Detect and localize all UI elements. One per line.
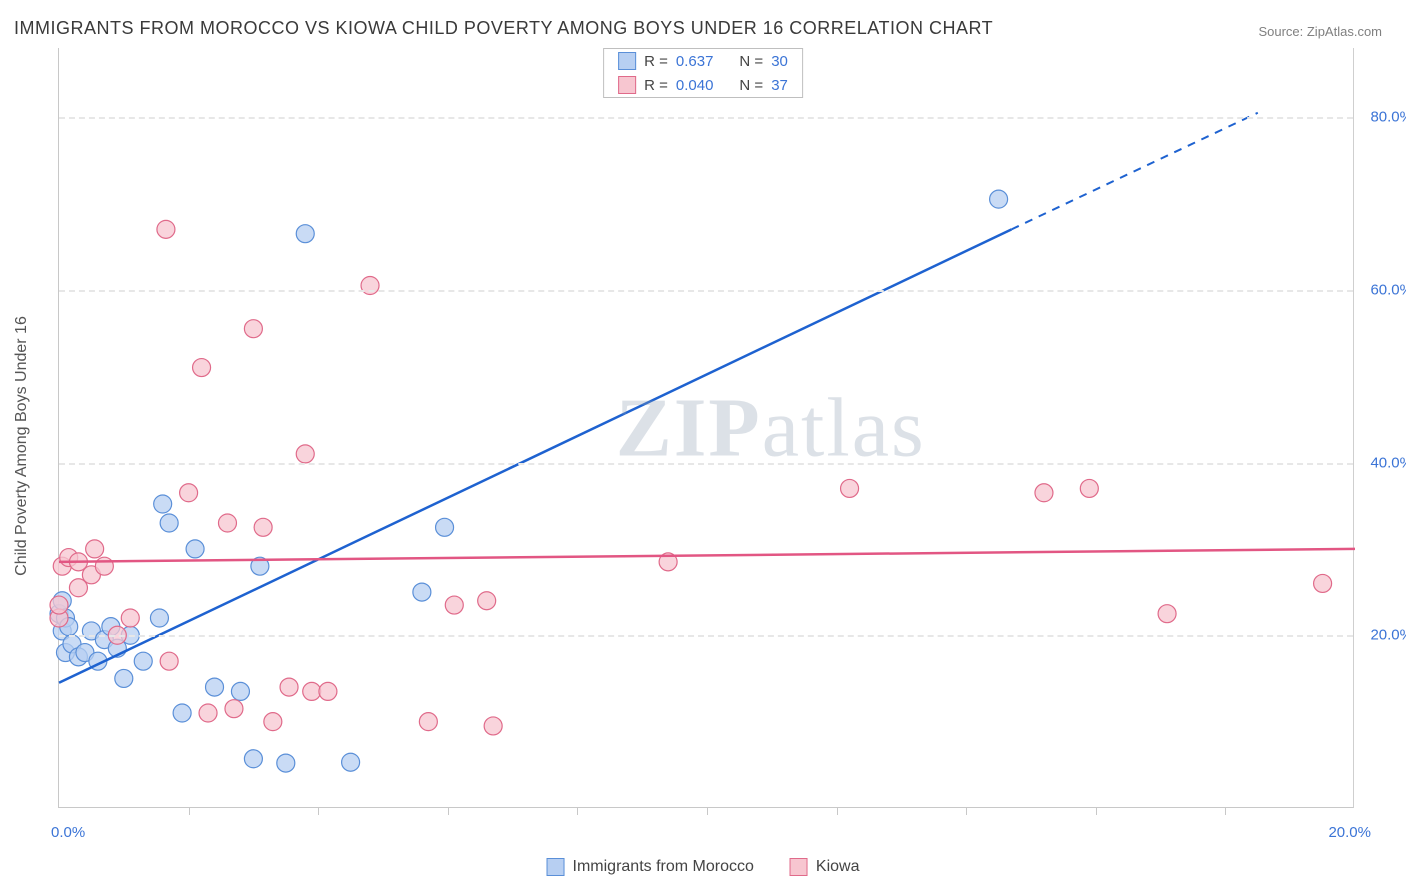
data-point: [206, 678, 224, 696]
data-point: [436, 518, 454, 536]
data-point: [121, 609, 139, 627]
data-point: [254, 518, 272, 536]
data-point: [445, 596, 463, 614]
n-value: 37: [771, 77, 788, 94]
y-tick-label: 40.0%: [1370, 454, 1406, 471]
gridline: [59, 463, 1353, 465]
data-point: [1314, 574, 1332, 592]
r-value: 0.040: [676, 77, 714, 94]
x-tick-left: 0.0%: [51, 824, 85, 841]
data-point: [342, 753, 360, 771]
legend-stat-row: R = 0.637 N = 30: [604, 49, 802, 73]
legend-stats: R = 0.637 N = 30 R = 0.040 N = 37: [603, 48, 803, 98]
x-tick-mark: [189, 807, 190, 815]
data-point: [180, 484, 198, 502]
data-point: [134, 652, 152, 670]
data-point: [218, 514, 236, 532]
n-label: N =: [739, 77, 763, 94]
r-label: R =: [644, 53, 668, 70]
x-tick-mark: [1225, 807, 1226, 815]
legend-item: Kiowa: [790, 858, 860, 876]
legend-label: Kiowa: [816, 858, 860, 876]
data-point: [50, 596, 68, 614]
legend-swatch: [790, 858, 808, 876]
data-point: [419, 713, 437, 731]
n-value: 30: [771, 53, 788, 70]
trend-line: [59, 549, 1355, 562]
trend-line: [59, 229, 1012, 682]
x-tick-mark: [1096, 807, 1097, 815]
legend-series: Immigrants from Morocco Kiowa: [547, 858, 860, 876]
x-tick-right: 20.0%: [1328, 824, 1371, 841]
gridline: [59, 635, 1353, 637]
r-value: 0.637: [676, 53, 714, 70]
legend-item: Immigrants from Morocco: [547, 858, 754, 876]
correlation-chart: IMMIGRANTS FROM MOROCCO VS KIOWA CHILD P…: [0, 0, 1406, 892]
data-point: [160, 514, 178, 532]
data-point: [1035, 484, 1053, 502]
legend-swatch: [618, 52, 636, 70]
plot-svg: [59, 48, 1353, 807]
data-point: [173, 704, 191, 722]
data-point: [280, 678, 298, 696]
legend-stat-row: R = 0.040 N = 37: [604, 73, 802, 97]
legend-swatch: [618, 76, 636, 94]
x-tick-mark: [707, 807, 708, 815]
data-point: [841, 479, 859, 497]
data-point: [244, 320, 262, 338]
n-label: N =: [739, 53, 763, 70]
x-tick-mark: [318, 807, 319, 815]
data-point: [303, 682, 321, 700]
x-tick-mark: [577, 807, 578, 815]
data-point: [264, 713, 282, 731]
data-point: [86, 540, 104, 558]
gridline: [59, 290, 1353, 292]
y-tick-label: 20.0%: [1370, 627, 1406, 644]
data-point: [484, 717, 502, 735]
trend-line-extrapolated: [1012, 113, 1258, 230]
data-point: [277, 754, 295, 772]
data-point: [319, 682, 337, 700]
chart-title: IMMIGRANTS FROM MOROCCO VS KIOWA CHILD P…: [14, 18, 993, 39]
data-point: [990, 190, 1008, 208]
data-point: [1158, 605, 1176, 623]
data-point: [225, 700, 243, 718]
gridline: [59, 117, 1353, 119]
data-point: [95, 557, 113, 575]
data-point: [150, 609, 168, 627]
data-point: [154, 495, 172, 513]
y-tick-label: 60.0%: [1370, 281, 1406, 298]
data-point: [413, 583, 431, 601]
x-tick-mark: [837, 807, 838, 815]
data-point: [199, 704, 217, 722]
data-point: [478, 592, 496, 610]
y-axis-title: Child Poverty Among Boys Under 16: [13, 316, 31, 576]
data-point: [1080, 479, 1098, 497]
data-point: [296, 445, 314, 463]
source-label: Source: ZipAtlas.com: [1258, 24, 1382, 39]
y-tick-label: 80.0%: [1370, 109, 1406, 126]
data-point: [115, 669, 133, 687]
legend-label: Immigrants from Morocco: [573, 858, 754, 876]
x-tick-mark: [448, 807, 449, 815]
data-point: [296, 225, 314, 243]
plot-area: ZIPatlas 0.0% 20.0% 20.0%40.0%60.0%80.0%: [58, 48, 1354, 808]
legend-swatch: [547, 858, 565, 876]
r-label: R =: [644, 77, 668, 94]
data-point: [186, 540, 204, 558]
x-tick-mark: [966, 807, 967, 815]
data-point: [244, 750, 262, 768]
data-point: [193, 359, 211, 377]
data-point: [160, 652, 178, 670]
data-point: [231, 682, 249, 700]
data-point: [157, 220, 175, 238]
